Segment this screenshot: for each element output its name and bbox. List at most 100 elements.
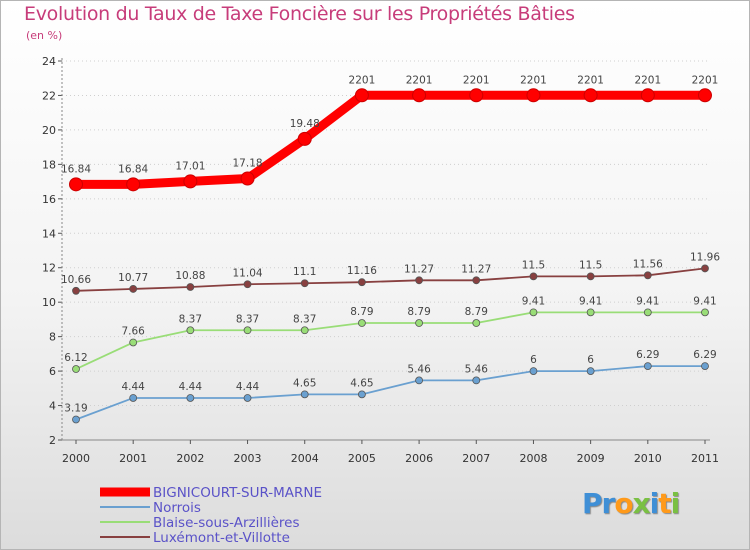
data-label: 6 (530, 354, 537, 366)
data-label: 17.18 (233, 157, 263, 169)
y-tick-label: 10 (42, 296, 56, 309)
data-label: 8.37 (179, 313, 202, 325)
y-tick-label: 24 (42, 55, 56, 68)
x-tick-label: 2011 (691, 452, 719, 465)
data-point (300, 390, 309, 399)
legend-label: BIGNICOURT-SUR-MARNE (153, 485, 322, 501)
data-label: 4.44 (121, 381, 145, 393)
data-point (297, 131, 312, 146)
logo-letter: o (614, 487, 633, 520)
x-tick-label: 2001 (119, 452, 147, 465)
data-label: 6 (587, 354, 594, 366)
data-point (529, 308, 538, 317)
data-point (183, 174, 198, 189)
legend-label: Luxémont-et-Villotte (153, 530, 290, 546)
x-tick-label: 2010 (634, 452, 662, 465)
data-point (358, 390, 366, 399)
data-label: 11.16 (347, 265, 377, 277)
x-tick-label: 2004 (291, 452, 319, 465)
data-label: 7.66 (121, 325, 145, 337)
data-label: 2201 (349, 74, 376, 86)
data-label: 2201 (692, 74, 719, 86)
chart-title: Evolution du Taux de Taxe Foncière sur l… (24, 3, 575, 25)
data-label: 10.77 (118, 272, 148, 284)
x-tick-label: 2005 (348, 452, 376, 465)
logo-letter: P (582, 487, 603, 520)
logo-letter: i (670, 487, 681, 520)
data-label: 11.27 (461, 263, 491, 275)
data-point (701, 362, 709, 370)
data-point (526, 88, 541, 103)
y-tick-label: 14 (42, 227, 56, 240)
data-point (698, 88, 712, 103)
data-point (472, 276, 481, 285)
data-label: 5.46 (407, 363, 431, 375)
data-label: 10.88 (175, 270, 205, 282)
y-tick-label: 6 (49, 365, 56, 378)
data-label: 11.5 (522, 259, 545, 271)
data-point (300, 326, 309, 335)
data-label: 6.12 (64, 352, 87, 364)
logo-letter: r (601, 487, 616, 520)
data-label: 6.29 (636, 349, 659, 361)
data-point (72, 286, 80, 295)
data-label: 8.79 (465, 306, 488, 318)
data-label: 8.37 (293, 313, 316, 325)
data-label: 4.44 (179, 381, 203, 393)
data-label: 16.84 (61, 163, 91, 175)
data-label: 2201 (463, 74, 490, 86)
data-label: 9.41 (579, 295, 602, 307)
series-0: 16.84 16.84 17.01 17.18 19.48 2201 2201 2201 220… (61, 74, 719, 192)
data-label: 17.01 (175, 160, 205, 172)
data-point (243, 280, 252, 289)
data-label: 11.04 (233, 267, 263, 279)
data-point (643, 362, 652, 370)
series-3: 10.66 10.77 10.88 11.04 11.1 11.16 11.27 11.27 1… (61, 251, 720, 295)
series-line (75, 365, 706, 421)
data-point (358, 278, 366, 287)
data-point (586, 272, 595, 281)
data-point (240, 171, 255, 186)
y-tick-label: 20 (42, 124, 56, 137)
data-label: 11.5 (579, 259, 602, 271)
data-label: 4.44 (236, 381, 260, 393)
legend-label: Norrois (153, 500, 201, 516)
logo-letter: t (658, 487, 671, 520)
series-line (75, 311, 706, 370)
data-point (529, 367, 538, 375)
data-point (243, 326, 252, 335)
data-point (300, 279, 309, 288)
data-point (129, 338, 138, 347)
data-label: 2201 (406, 74, 433, 86)
data-point (701, 264, 709, 273)
data-point (469, 88, 484, 103)
series-2: 6.12 7.66 8.37 8.37 8.37 8.79 8.79 8.79 9.41 9.41… (64, 295, 717, 373)
x-tick-label: 2003 (234, 452, 262, 465)
data-label: 11.96 (690, 251, 720, 263)
y-tick-label: 4 (49, 400, 56, 413)
data-label: 8.79 (350, 306, 373, 318)
data-label: 11.1 (293, 266, 316, 278)
data-point (586, 367, 595, 375)
data-point (186, 326, 195, 335)
data-point (72, 365, 80, 373)
data-point (129, 394, 138, 402)
x-tick-label: 2008 (519, 452, 547, 465)
data-point (701, 308, 709, 317)
series-line (75, 267, 706, 292)
data-label: 8.79 (407, 306, 430, 318)
data-point (586, 308, 595, 317)
data-label: 4.65 (293, 377, 316, 389)
data-point (415, 276, 423, 285)
data-label: 8.37 (236, 313, 259, 325)
data-point (412, 88, 427, 103)
data-label: 16.84 (118, 163, 148, 175)
data-label: 11.27 (404, 263, 434, 275)
y-tick-label: 2 (49, 434, 56, 447)
data-point (643, 271, 652, 280)
y-tick-label: 16 (42, 193, 56, 206)
x-tick-label: 2000 (62, 452, 90, 465)
data-label: 5.46 (465, 363, 489, 375)
data-label: 2201 (577, 74, 604, 86)
data-point (640, 88, 655, 103)
